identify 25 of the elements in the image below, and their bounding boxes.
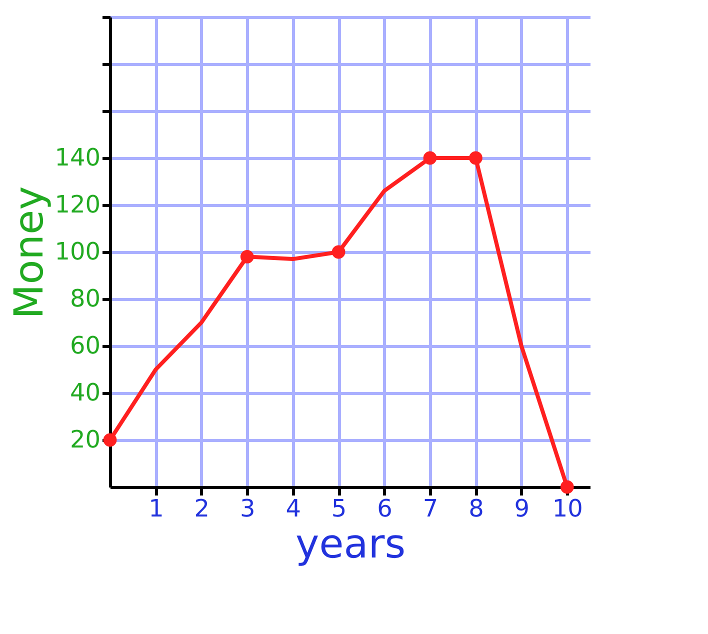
x-tick-label: 2: [194, 494, 210, 522]
point: [240, 250, 254, 264]
point: [103, 433, 117, 447]
y-tick-label: 40: [70, 378, 100, 406]
x-tick-label: 10: [552, 494, 583, 522]
x-tick-label: 6: [377, 494, 392, 522]
y-tick-label: 20: [70, 426, 100, 454]
x-tick-label: 9: [514, 494, 530, 522]
point: [560, 480, 574, 494]
x-tick-label: 4: [286, 494, 301, 522]
x-tick-label: 7: [422, 494, 438, 522]
x-tick-label: 5: [331, 494, 347, 522]
point: [469, 151, 482, 165]
y-tick-label: 140: [54, 144, 100, 172]
y-axis-title: Money: [6, 186, 53, 319]
y-tick-label: 80: [70, 284, 100, 312]
y-tick-label: 60: [70, 332, 100, 360]
point: [332, 245, 346, 259]
y-tick-label: 100: [54, 238, 100, 266]
x-tick-label: 8: [468, 494, 484, 522]
y-tick-label: 120: [54, 190, 100, 218]
x-tick-label: 3: [240, 494, 256, 522]
x-tick-label: 1: [148, 494, 164, 522]
point: [423, 151, 437, 165]
x-axis-title: years: [295, 522, 406, 568]
